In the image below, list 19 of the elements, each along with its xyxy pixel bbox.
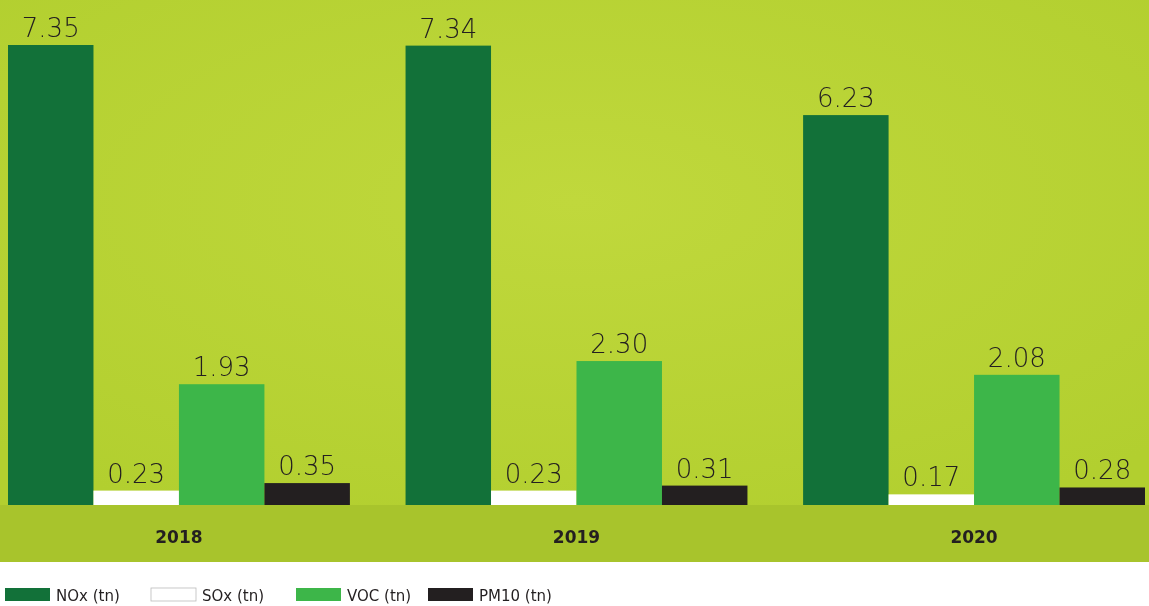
legend-label: VOC (tn) bbox=[347, 587, 412, 605]
data-label: 0.28 bbox=[1073, 455, 1132, 486]
data-label: 0.17 bbox=[902, 462, 961, 493]
data-label: 7.34 bbox=[419, 13, 478, 44]
data-label: 2.30 bbox=[590, 329, 649, 360]
x-tick-label: 2018 bbox=[155, 527, 203, 547]
legend-label: PM10 (tn) bbox=[479, 587, 552, 605]
legend-label: SOx (tn) bbox=[202, 587, 265, 605]
legend-label: NOx (tn) bbox=[56, 587, 120, 605]
x-tick-label: 2020 bbox=[950, 527, 998, 547]
data-label: 7.35 bbox=[21, 13, 80, 43]
data-label: 0.35 bbox=[278, 451, 337, 482]
data-label: 0.31 bbox=[675, 453, 734, 484]
data-label: 0.23 bbox=[107, 458, 166, 489]
data-label: 6.23 bbox=[816, 83, 875, 114]
data-label: 0.23 bbox=[504, 458, 563, 489]
data-label: 2.08 bbox=[987, 342, 1046, 373]
x-tick-label: 2019 bbox=[552, 527, 601, 547]
data-label: 1.93 bbox=[192, 352, 251, 383]
